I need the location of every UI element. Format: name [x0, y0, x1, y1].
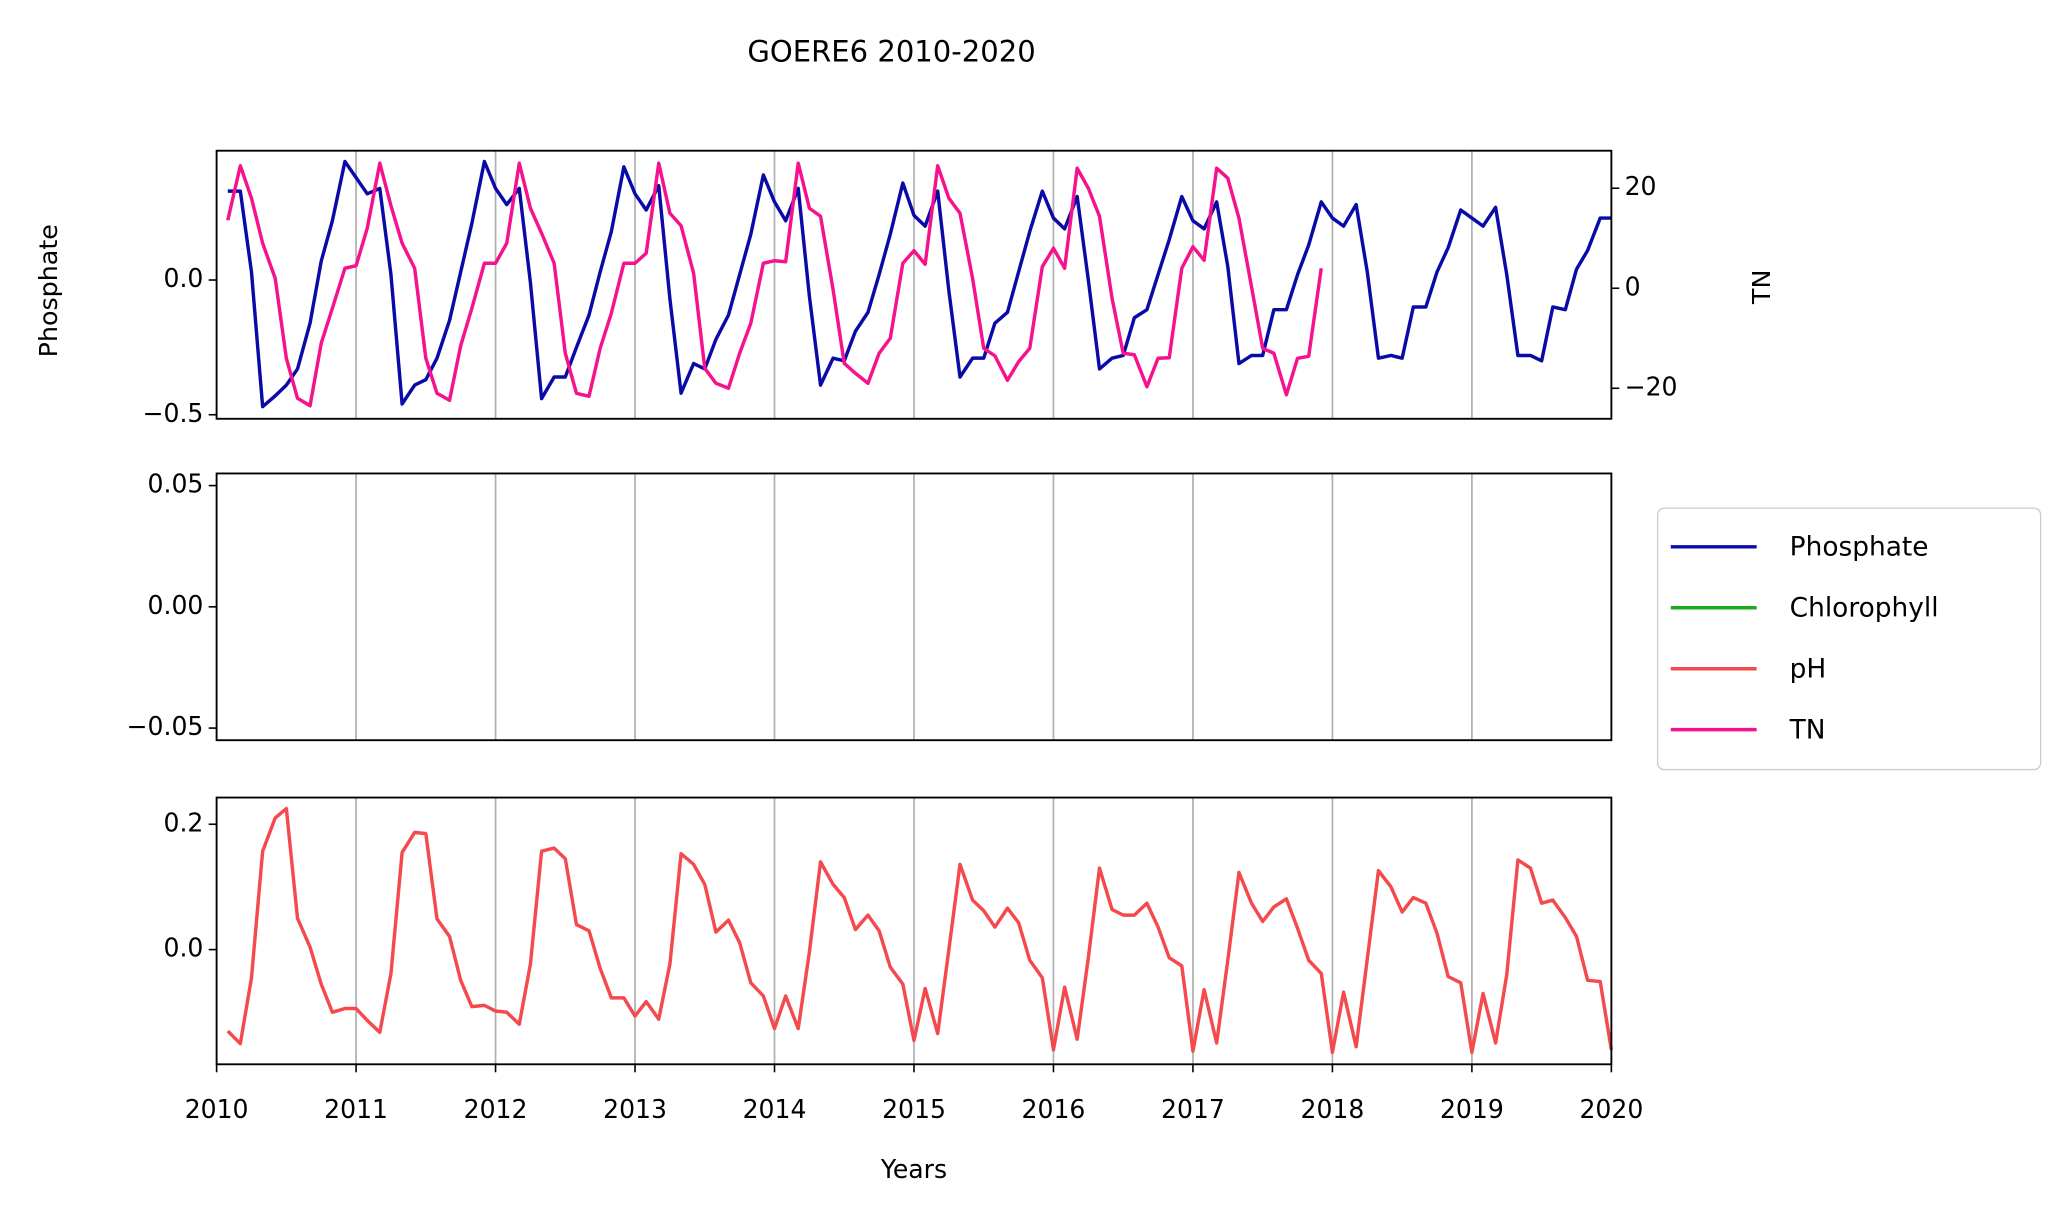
x-tick-label: 2010	[185, 1095, 249, 1124]
plot-frame	[215, 796, 1613, 1066]
legend-label: Phosphate	[1790, 532, 1929, 563]
y-tick-label: 0.0	[164, 264, 204, 293]
x-tick-label: 2012	[464, 1095, 528, 1124]
x-tick-label: 2016	[1022, 1095, 1086, 1124]
plot-frame	[215, 472, 1613, 742]
x-tick-label: 2015	[882, 1095, 946, 1124]
y-axis-label: Phosphate	[34, 224, 63, 357]
y2-tick-label: −20	[1625, 372, 1678, 401]
x-tick-label: 2020	[1579, 1095, 1643, 1124]
data-line	[226, 161, 1323, 408]
legend-label: Chlorophyll	[1790, 593, 1939, 624]
y-tick-label: −0.5	[142, 399, 203, 428]
legend-label: pH	[1790, 653, 1827, 684]
x-tick-label: 2018	[1300, 1095, 1364, 1124]
data-line	[227, 159, 1612, 409]
y-tick-label: 0.2	[164, 808, 204, 837]
x-axis-label: Years	[880, 1155, 947, 1184]
y-tick-label: −0.05	[127, 712, 204, 741]
x-tick-label: 2014	[743, 1095, 807, 1124]
y-tick-label: 0.00	[148, 591, 204, 620]
x-tick-label: 2011	[324, 1095, 388, 1124]
y2-axis-label: TN	[1747, 270, 1776, 305]
plot-frame	[215, 149, 1613, 420]
chart-title: GOERE6 2010-2020	[747, 34, 1035, 68]
x-tick-label: 2013	[603, 1095, 667, 1124]
y2-tick-label: 20	[1625, 172, 1657, 201]
data-line	[226, 806, 1614, 1055]
y-tick-label: 0.0	[164, 934, 204, 963]
x-tick-label: 2017	[1161, 1095, 1225, 1124]
x-tick-label: 2019	[1440, 1095, 1504, 1124]
legend-label: TN	[1789, 714, 1826, 745]
y2-tick-label: 0	[1625, 272, 1641, 301]
y-tick-label: 0.05	[148, 470, 204, 499]
legend-box	[1656, 507, 2042, 771]
